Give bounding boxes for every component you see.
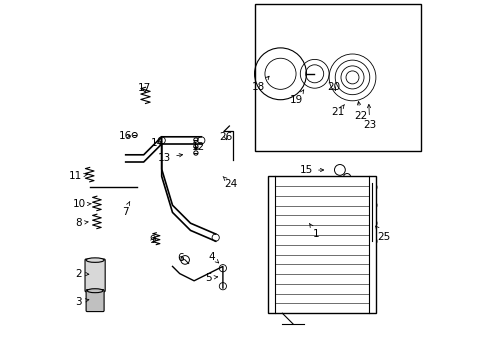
Text: 18: 18 [252,76,268,93]
FancyBboxPatch shape [85,259,105,292]
FancyBboxPatch shape [86,289,104,312]
Text: 25: 25 [375,226,390,242]
Text: 1: 1 [309,224,319,239]
Text: 10: 10 [72,199,91,210]
Text: 12: 12 [192,142,205,152]
Text: 16: 16 [119,131,132,141]
Text: 17: 17 [138,83,151,93]
Text: 5: 5 [205,273,217,283]
Text: 8: 8 [76,218,88,228]
Text: 7: 7 [122,201,130,217]
Text: 22: 22 [353,102,366,121]
Bar [267,176,375,313]
Text: 23: 23 [363,104,376,130]
Text: 2: 2 [76,269,89,279]
Text: 21: 21 [331,104,344,117]
Ellipse shape [87,289,103,293]
Text: 24: 24 [223,176,237,189]
Text: 4: 4 [208,252,218,263]
Text: 9: 9 [149,235,156,245]
Text: 11: 11 [68,171,87,181]
Text: 19: 19 [289,90,303,105]
Text: 6: 6 [177,253,184,264]
Text: 15: 15 [299,165,323,175]
Text: 14: 14 [150,138,163,148]
Ellipse shape [86,258,104,262]
Text: 3: 3 [76,297,89,307]
Bar [255,4,420,151]
Text: 13: 13 [158,153,182,163]
Text: 20: 20 [326,82,340,92]
Text: 26: 26 [219,132,232,142]
